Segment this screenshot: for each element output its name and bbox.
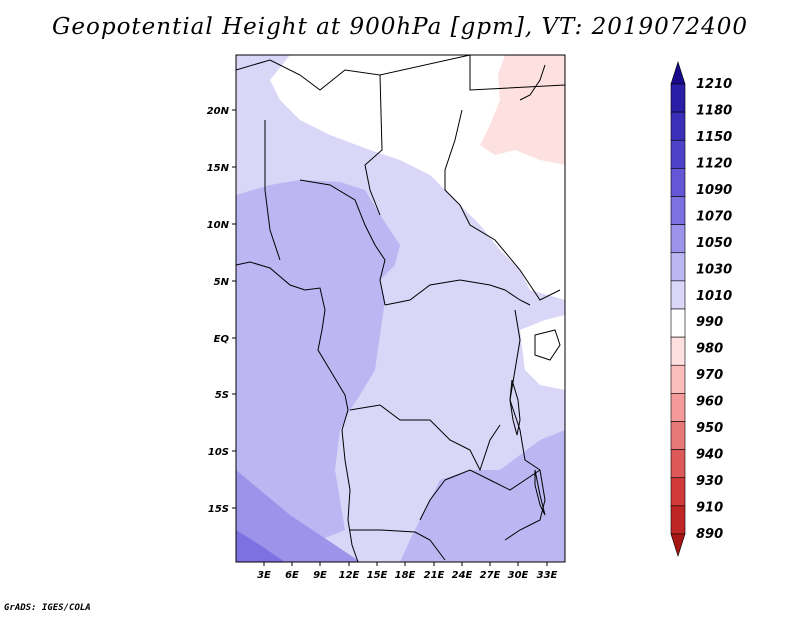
border-nigeria-cameroon — [264, 120, 386, 306]
border-east-africa — [504, 309, 546, 541]
colorbar-label: 1150 — [696, 130, 732, 145]
map-frame — [235, 54, 566, 563]
colorbar-segment — [670, 61, 686, 85]
lat-label: 15S — [208, 504, 229, 515]
colorbar-segment — [670, 393, 686, 422]
latitude-axis: 20N 15N 10N 5N EQ 5S 10S 15S — [207, 106, 236, 515]
border-drc-angola — [349, 404, 501, 472]
field-red-northeast — [480, 55, 565, 165]
colorbar-segment — [670, 533, 686, 557]
colorbar-label: 960 — [696, 395, 723, 410]
colorbar-label: 940 — [696, 448, 723, 463]
border-chad — [379, 55, 565, 301]
lon-label: 21E — [424, 570, 445, 581]
colorbar-label: 1050 — [696, 236, 732, 251]
colorbar-segment — [670, 224, 686, 254]
colorbar: 1210 1180 1150 1120 1090 1070 1050 1030 1010 990 9… — [670, 61, 732, 557]
colorbar-segment — [670, 252, 686, 282]
colorbar-label: 930 — [696, 474, 723, 489]
colorbar-label: 890 — [696, 527, 723, 542]
colorbar-segment — [670, 364, 686, 394]
lon-label: 15E — [367, 570, 388, 581]
colorbar-label: 1010 — [696, 289, 732, 304]
colorbar-segment — [670, 139, 686, 169]
colorbar-segment — [670, 449, 686, 479]
geopotential-field — [236, 55, 565, 562]
colorbar-segment — [670, 505, 686, 535]
border-sahel — [236, 59, 383, 216]
lat-label: 15N — [207, 163, 230, 174]
lat-label: 5S — [215, 390, 229, 401]
colorbar-segment — [670, 308, 686, 338]
lat-label: 20N — [207, 106, 230, 117]
country-boundaries — [236, 55, 565, 562]
lat-label: 5N — [214, 277, 230, 288]
colorbar-label: 1120 — [696, 156, 732, 171]
lake-victoria — [534, 329, 561, 361]
colorbar-label: 980 — [696, 342, 723, 357]
field-1090-corner — [236, 530, 285, 562]
colorbar-label: 950 — [696, 421, 723, 436]
border-angola-south — [350, 529, 446, 561]
colorbar-label: 990 — [696, 315, 723, 330]
colorbar-label: 1030 — [696, 262, 732, 277]
grads-credit: GrADS: IGES/COLA — [4, 603, 91, 613]
lat-label: 10N — [207, 220, 230, 231]
colorbar-label: 1210 — [696, 77, 732, 92]
lat-label: EQ — [214, 334, 230, 345]
colorbar-segment — [670, 83, 686, 113]
map-title: Geopotential Height at 900hPa [gpm], VT:… — [52, 14, 748, 40]
lon-label: 18E — [395, 570, 416, 581]
lat-label: 10S — [208, 447, 229, 458]
lon-label: 9E — [313, 570, 327, 581]
lon-label: 12E — [339, 570, 360, 581]
lon-label: 30E — [508, 570, 529, 581]
colorbar-segment — [670, 336, 686, 366]
colorbar-segment — [670, 196, 686, 225]
colorbar-segment — [670, 111, 686, 141]
colorbar-label: 1070 — [696, 209, 732, 224]
field-1070-southwest — [236, 470, 360, 562]
colorbar-segment — [670, 280, 686, 310]
field-1050-central — [236, 180, 400, 540]
lake-tanganyika — [509, 379, 521, 436]
border-zambia — [419, 469, 541, 521]
colorbar-label: 970 — [696, 368, 723, 383]
lon-label: 27E — [480, 570, 501, 581]
field-white-east — [520, 315, 565, 390]
field-1050-southeast — [400, 430, 565, 562]
colorbar-label: 1180 — [696, 103, 732, 118]
lon-label: 33E — [537, 570, 558, 581]
longitude-axis: 3E 6E 9E 12E 15E 18E 21E 24E 27E 30E 33E — [257, 562, 558, 581]
border-car-drc — [384, 279, 531, 306]
colorbar-label: 910 — [696, 501, 723, 516]
field-white-north — [270, 55, 565, 300]
lon-label: 24E — [452, 570, 473, 581]
colorbar-segment — [670, 421, 686, 450]
lon-label: 6E — [285, 570, 299, 581]
coastline-west — [236, 261, 359, 562]
colorbar-label: 1090 — [696, 183, 732, 198]
colorbar-segment — [670, 168, 686, 197]
colorbar-segment — [670, 477, 686, 507]
nile-northeast — [519, 64, 546, 101]
lake-malawi — [534, 469, 546, 516]
lon-label: 3E — [257, 570, 271, 581]
